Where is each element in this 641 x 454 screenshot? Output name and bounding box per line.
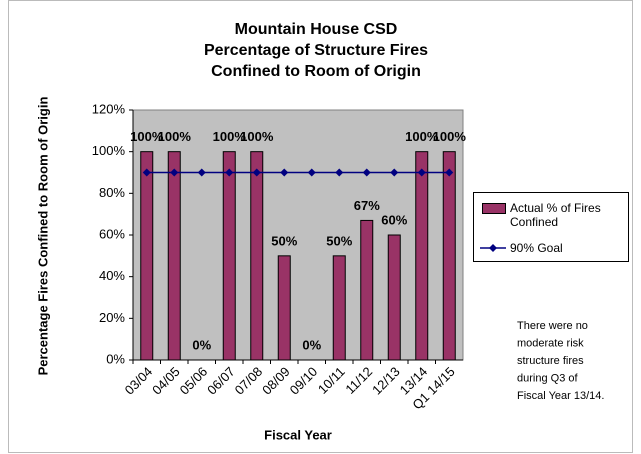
y-tick-label: 20%	[99, 310, 125, 325]
y-tick-label: 120%	[92, 101, 126, 116]
bar	[415, 151, 429, 361]
goal-marker	[390, 168, 399, 177]
bar	[222, 151, 236, 361]
goal-marker	[362, 168, 371, 177]
plot-area	[132, 109, 464, 361]
bar	[332, 255, 346, 361]
chart-title: Mountain House CSD	[235, 21, 398, 38]
x-tick-label: 03/04	[122, 364, 156, 398]
annotation: structure fires	[517, 355, 584, 367]
legend-item: 90% Goal	[480, 241, 563, 255]
goal-marker	[445, 168, 454, 177]
y-tick-label: 80%	[99, 185, 125, 200]
x-tick-label: 11/12	[342, 364, 375, 397]
legend-label: 90% Goal	[510, 241, 563, 255]
bar	[250, 151, 264, 361]
goal-marker	[170, 168, 179, 177]
x-tick-label: 06/07	[204, 364, 238, 398]
bar	[360, 219, 374, 361]
legend: Actual % of Fires Confined 90% Goal	[473, 192, 629, 262]
x-tick-label: 08/09	[259, 364, 293, 398]
annotation: Fiscal Year 13/14.	[517, 390, 604, 402]
y-tick-label: 40%	[99, 268, 125, 283]
legend-item: Actual % of Fires Confined	[480, 201, 625, 229]
x-tick-label: 07/08	[232, 364, 266, 398]
annotation: during Q3 of	[517, 372, 578, 384]
y-tick-label: 100%	[92, 143, 126, 158]
data-label: 100%	[130, 129, 164, 144]
goal-marker	[252, 168, 261, 177]
data-label: 100%	[405, 129, 439, 144]
data-label: 50%	[271, 233, 297, 248]
bar	[387, 234, 401, 361]
legend-swatch	[482, 203, 506, 214]
data-label: 100%	[158, 129, 192, 144]
x-tick-label: 10/11	[315, 364, 348, 397]
goal-marker	[417, 168, 426, 177]
data-label: 100%	[240, 129, 274, 144]
goal-marker	[307, 168, 316, 177]
goal-marker	[225, 168, 234, 177]
bar	[140, 151, 154, 361]
goal-marker	[142, 168, 151, 177]
bar	[167, 151, 181, 361]
legend-label: Actual % of Fires Confined	[510, 201, 601, 229]
data-label: 100%	[213, 129, 247, 144]
y-tick-label: 60%	[99, 226, 125, 241]
annotation: moderate risk	[517, 337, 584, 349]
goal-marker	[335, 168, 344, 177]
x-tick-label: 04/05	[149, 364, 183, 398]
data-label: 50%	[326, 233, 352, 248]
chart-frame	[8, 0, 633, 453]
data-label: 100%	[433, 129, 467, 144]
x-tick-label: 05/06	[177, 364, 211, 398]
data-label: 0%	[192, 337, 211, 352]
chart-title: Confined to Room of Origin	[211, 63, 421, 80]
chart-title: Percentage of Structure Fires	[204, 42, 428, 59]
legend-line	[480, 244, 506, 252]
data-label: 60%	[381, 212, 407, 227]
goal-marker	[197, 168, 206, 177]
y-axis-label: Percentage Fires Confined to Room of Ori…	[35, 97, 50, 376]
data-label: 67%	[354, 198, 380, 213]
x-axis-label: Fiscal Year	[264, 427, 332, 442]
x-tick-label: 09/10	[287, 364, 321, 398]
bar	[277, 255, 291, 361]
data-label: 0%	[302, 337, 321, 352]
x-tick-label: 12/13	[369, 364, 403, 398]
bar	[442, 151, 456, 361]
y-tick-label: 0%	[106, 351, 125, 366]
annotation: There were no	[517, 320, 588, 332]
goal-marker	[280, 168, 289, 177]
